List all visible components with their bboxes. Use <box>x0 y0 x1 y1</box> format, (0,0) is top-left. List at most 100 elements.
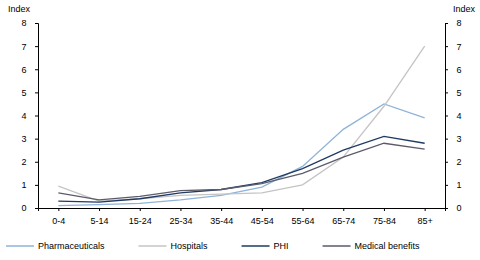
tick: 3 <box>445 134 461 144</box>
tick-label: 0 <box>456 203 461 213</box>
tick-mark <box>425 208 426 211</box>
tick: 5-14 <box>91 208 109 226</box>
tick-mark <box>303 208 304 211</box>
chart: 0-4 5-14 15-24 25-34 35-44 45-54 55-64 65-74 75-… <box>0 0 480 260</box>
tick-label: 5-14 <box>91 216 109 226</box>
tick-label: 85+ <box>418 216 433 226</box>
tick-label: 8 <box>22 18 27 28</box>
tick: 85+ <box>418 208 433 226</box>
tick: 8 <box>22 18 38 28</box>
tick-label: 15-24 <box>129 216 152 226</box>
tick-label: 2 <box>22 157 27 167</box>
tick-mark <box>35 139 38 140</box>
legend-label: Hospitals <box>171 241 209 251</box>
tick-mark <box>35 92 38 93</box>
tick-label: 3 <box>22 134 27 144</box>
axis-line <box>39 209 446 212</box>
tick: 3 <box>22 134 38 144</box>
legend-swatch <box>323 245 351 247</box>
tick-label: 0 <box>22 203 27 213</box>
legend-label: Medical benefits <box>355 241 421 251</box>
tick-label: 4 <box>22 111 27 121</box>
series-line <box>58 104 424 206</box>
tick: 7 <box>445 42 461 52</box>
tick: 2 <box>445 157 461 167</box>
tick-mark <box>35 162 38 163</box>
tick-mark <box>35 185 38 186</box>
tick-label: 65-74 <box>332 216 355 226</box>
legend-item: Hospitals <box>139 241 209 251</box>
tick: 25-34 <box>169 208 192 226</box>
tick: 2 <box>22 157 38 167</box>
legend-swatch <box>242 245 270 247</box>
tick-mark <box>445 208 448 209</box>
lines <box>58 46 424 206</box>
tick: 0 <box>445 203 461 213</box>
tick-mark <box>445 92 448 93</box>
legend-item: Medical benefits <box>323 241 421 251</box>
legend-item: Pharmaceuticals <box>6 241 105 251</box>
tick: 15-24 <box>129 208 152 226</box>
tick-mark <box>445 46 448 47</box>
tick-mark <box>445 23 448 24</box>
tick: 75-84 <box>373 208 396 226</box>
tick-label: 7 <box>456 42 461 52</box>
tick-mark <box>445 139 448 140</box>
legend-label: Pharmaceuticals <box>38 241 105 251</box>
tick-label: 25-34 <box>169 216 192 226</box>
tick-mark <box>343 208 344 211</box>
tick: 1 <box>445 180 461 190</box>
tick: 8 <box>445 18 461 28</box>
tick-label: 1 <box>22 180 27 190</box>
tick: 7 <box>22 42 38 52</box>
tick: 55-64 <box>292 208 315 226</box>
tick-label: 8 <box>456 18 461 28</box>
tick-label: 6 <box>456 65 461 75</box>
series-line <box>58 136 424 202</box>
tick-label: 35-44 <box>210 216 233 226</box>
tick-mark <box>221 208 222 211</box>
tick: 45-54 <box>251 208 274 226</box>
tick-mark <box>384 208 385 211</box>
axis-line <box>35 24 39 209</box>
legend-item: PHI <box>242 241 289 251</box>
y-axis-title: Index <box>8 4 31 14</box>
tick-mark <box>445 116 448 117</box>
tick-mark <box>445 162 448 163</box>
tick: 0-4 <box>52 208 65 226</box>
tick-label: 7 <box>22 42 27 52</box>
tick-label: 3 <box>456 134 461 144</box>
axis-line <box>446 24 449 209</box>
tick: 5 <box>22 88 38 98</box>
tick-label: 55-64 <box>292 216 315 226</box>
tick-mark <box>140 208 141 211</box>
y2-axis-title: Index <box>453 4 476 14</box>
legend-label: PHI <box>274 241 289 251</box>
tick-label: 0-4 <box>52 216 65 226</box>
tick-mark <box>35 23 38 24</box>
tick-mark <box>35 116 38 117</box>
tick: 65-74 <box>332 208 355 226</box>
legend: Pharmaceuticals Hospitals PHI Medical benef… <box>6 241 420 251</box>
series-line <box>58 143 424 200</box>
tick: 6 <box>22 65 38 75</box>
y2-axis: 0 1 2 3 4 5 6 7 8 <box>445 18 461 213</box>
tick-mark <box>445 185 448 186</box>
tick-mark <box>35 208 38 209</box>
tick: 35-44 <box>210 208 233 226</box>
tick-label: 5 <box>456 88 461 98</box>
series-line <box>58 46 424 201</box>
tick: 0 <box>22 203 38 213</box>
tick-label: 6 <box>22 65 27 75</box>
tick-mark <box>35 46 38 47</box>
tick-label: 2 <box>456 157 461 167</box>
tick-mark <box>180 208 181 211</box>
tick: 1 <box>22 180 38 190</box>
tick-mark <box>58 208 59 211</box>
legend-swatch <box>6 245 34 247</box>
tick-mark <box>99 208 100 211</box>
tick: 4 <box>445 111 461 121</box>
tick-mark <box>445 69 448 70</box>
tick: 6 <box>445 65 461 75</box>
tick-mark <box>35 69 38 70</box>
